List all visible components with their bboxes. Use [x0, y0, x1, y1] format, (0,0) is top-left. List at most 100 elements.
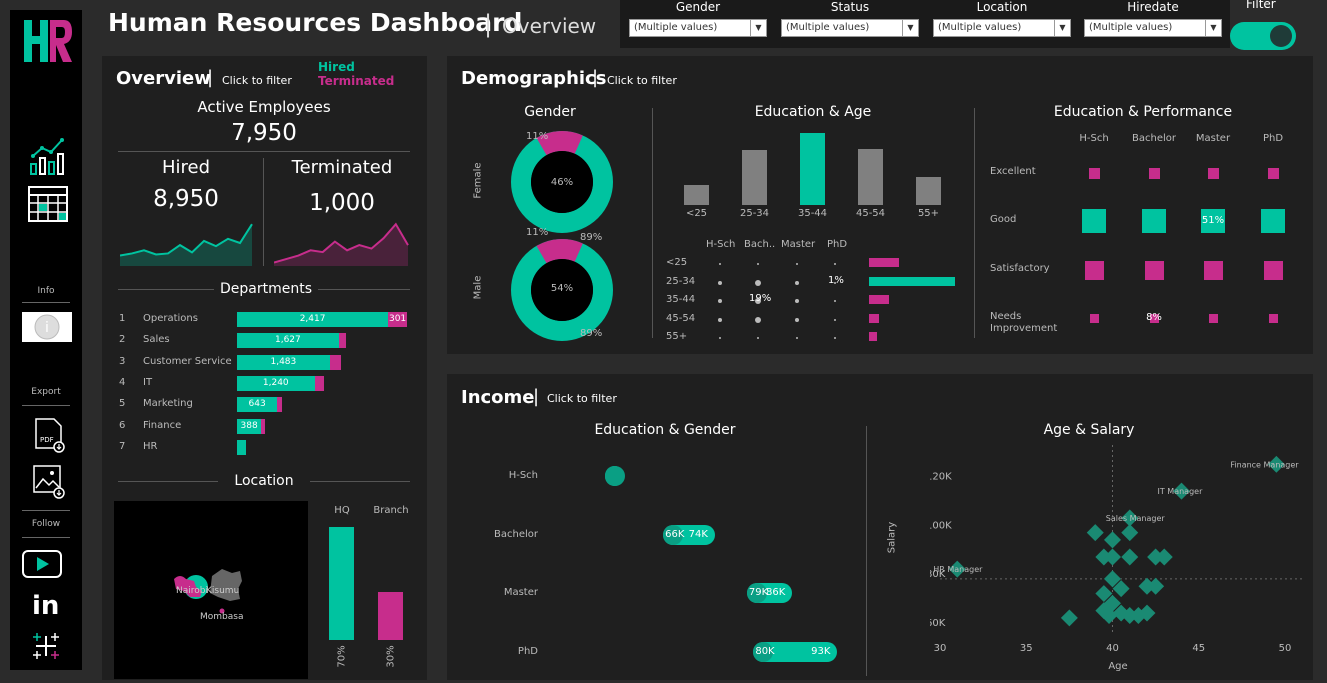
dept-hired-bar[interactable]: 1,483 — [237, 354, 330, 370]
dot-cell[interactable] — [834, 281, 836, 284]
filter-select-gender[interactable]: (Multiple values) ▼ — [629, 19, 767, 37]
income-click-hint[interactable]: Click to filter — [547, 392, 617, 405]
dept-hired-bar[interactable]: 1,627 — [237, 333, 339, 349]
income-low-marker[interactable] — [663, 525, 684, 545]
dot-cell[interactable] — [795, 317, 799, 322]
dot-cell[interactable] — [719, 263, 721, 265]
perf-cell[interactable] — [1203, 260, 1223, 280]
dot-cell[interactable] — [718, 317, 722, 322]
chart-icon[interactable] — [28, 136, 68, 176]
income-low-marker[interactable] — [746, 583, 767, 603]
age-hbar[interactable] — [869, 313, 879, 323]
location-map[interactable]: Nairobi Kisumu Mombasa — [114, 501, 308, 679]
dept-hired-bar[interactable] — [237, 439, 247, 455]
dot-cell[interactable] — [755, 279, 761, 286]
dept-hired-bar[interactable]: 1,240 — [237, 375, 315, 391]
dot-cell[interactable] — [757, 337, 759, 339]
hired-trend-chart[interactable] — [120, 220, 254, 266]
overview-click-hint[interactable]: Click to filter — [222, 74, 292, 87]
youtube-icon[interactable] — [22, 550, 62, 578]
filter-select-hiredate[interactable]: (Multiple values) ▼ — [1084, 19, 1222, 37]
filter-toggle[interactable] — [1230, 22, 1296, 50]
dept-name[interactable]: HR — [143, 440, 158, 452]
age-bar[interactable] — [858, 149, 883, 205]
age-bar[interactable] — [742, 150, 767, 205]
age-hbar[interactable] — [869, 276, 955, 286]
dot-cell[interactable] — [757, 263, 759, 265]
perf-cell[interactable] — [1268, 313, 1278, 323]
dot-cell[interactable] — [718, 280, 722, 285]
dot-cell[interactable] — [719, 337, 721, 339]
perf-cell[interactable] — [1089, 313, 1099, 323]
hr-logo[interactable] — [20, 16, 72, 66]
tableau-icon[interactable] — [30, 630, 62, 662]
calendar-icon[interactable] — [28, 186, 68, 222]
terminated-trend-chart[interactable] — [274, 220, 410, 266]
dot-cell[interactable] — [796, 263, 798, 265]
dept-hired-bar[interactable]: 388 — [237, 418, 262, 434]
dot-cell[interactable] — [795, 299, 799, 303]
perf-cell[interactable] — [1208, 313, 1218, 323]
dept-name[interactable]: Customer Service — [143, 355, 232, 367]
dept-name[interactable]: Marketing — [143, 398, 193, 410]
income-range-bar[interactable] — [753, 642, 838, 662]
dot-cell[interactable] — [718, 299, 722, 303]
filter-select-location[interactable]: (Multiple values) ▼ — [933, 19, 1071, 37]
income-low-marker[interactable] — [753, 642, 774, 662]
dot-cell[interactable] — [755, 316, 761, 323]
dot-cell[interactable] — [834, 318, 836, 321]
income-low-marker[interactable] — [605, 466, 626, 486]
age-salary-scatter[interactable]: 120K 100K 80K 60K 30 35 40 45 50 Finance Manager I… — [930, 445, 1310, 660]
perf-cell[interactable] — [1149, 313, 1159, 323]
chevron-down-icon[interactable]: ▼ — [902, 20, 918, 36]
chevron-down-icon[interactable]: ▼ — [1054, 20, 1070, 36]
perf-cell[interactable] — [1263, 260, 1283, 280]
chevron-down-icon[interactable]: ▼ — [1205, 20, 1221, 36]
dept-name[interactable]: Finance — [143, 419, 182, 431]
dot-cell[interactable] — [795, 280, 799, 285]
dept-terminated-bar[interactable] — [329, 354, 341, 370]
perf-cell[interactable] — [1261, 209, 1285, 233]
dot-cell[interactable] — [834, 300, 836, 302]
branch-bar[interactable] — [378, 591, 403, 640]
age-bar[interactable] — [684, 185, 709, 205]
filter-select-status[interactable]: (Multiple values) ▼ — [781, 19, 919, 37]
dot-cell[interactable] — [834, 337, 836, 339]
perf-cell[interactable] — [1207, 167, 1219, 179]
perf-cell[interactable] — [1082, 209, 1106, 233]
perf-cell[interactable] — [1142, 209, 1166, 233]
perf-cell[interactable] — [1267, 167, 1279, 179]
pdf-download-icon[interactable]: PDF — [34, 418, 66, 454]
dept-terminated-bar[interactable] — [314, 375, 324, 391]
age-hbar[interactable] — [869, 258, 899, 267]
dept-hired-bar[interactable]: 643 — [237, 397, 278, 413]
dot-cell[interactable] — [755, 298, 761, 304]
dept-terminated-bar[interactable] — [261, 418, 266, 434]
perf-cell[interactable] — [1084, 260, 1104, 280]
male-donut[interactable] — [510, 238, 614, 342]
perf-cell[interactable] — [1088, 167, 1100, 179]
age-bar[interactable] — [800, 133, 825, 205]
perf-cell[interactable] — [1201, 209, 1225, 233]
perf-cell[interactable] — [1148, 167, 1160, 179]
age-hbar[interactable] — [869, 332, 877, 341]
dept-name[interactable]: IT — [143, 376, 153, 388]
demographics-click-hint[interactable]: Click to filter — [607, 74, 677, 87]
dept-name[interactable]: Operations — [143, 313, 198, 324]
age-hbar[interactable] — [869, 295, 889, 304]
chevron-down-icon[interactable]: ▼ — [750, 20, 766, 36]
dept-name[interactable]: Sales — [143, 334, 170, 346]
dept-terminated-bar[interactable]: 301 — [388, 312, 407, 327]
age-bar[interactable] — [916, 177, 941, 205]
dept-hired-bar[interactable]: 2,417 — [237, 312, 389, 327]
dept-terminated-bar[interactable] — [277, 397, 282, 413]
hq-bar[interactable] — [329, 527, 354, 640]
image-download-icon[interactable] — [32, 464, 66, 500]
dot-cell[interactable] — [796, 337, 798, 339]
female-donut[interactable] — [510, 130, 614, 234]
info-icon[interactable]: i — [22, 312, 72, 342]
dot-cell[interactable] — [834, 263, 836, 265]
dept-terminated-bar[interactable] — [338, 333, 347, 349]
linkedin-icon[interactable]: in — [32, 591, 60, 621]
perf-cell[interactable] — [1144, 260, 1164, 280]
